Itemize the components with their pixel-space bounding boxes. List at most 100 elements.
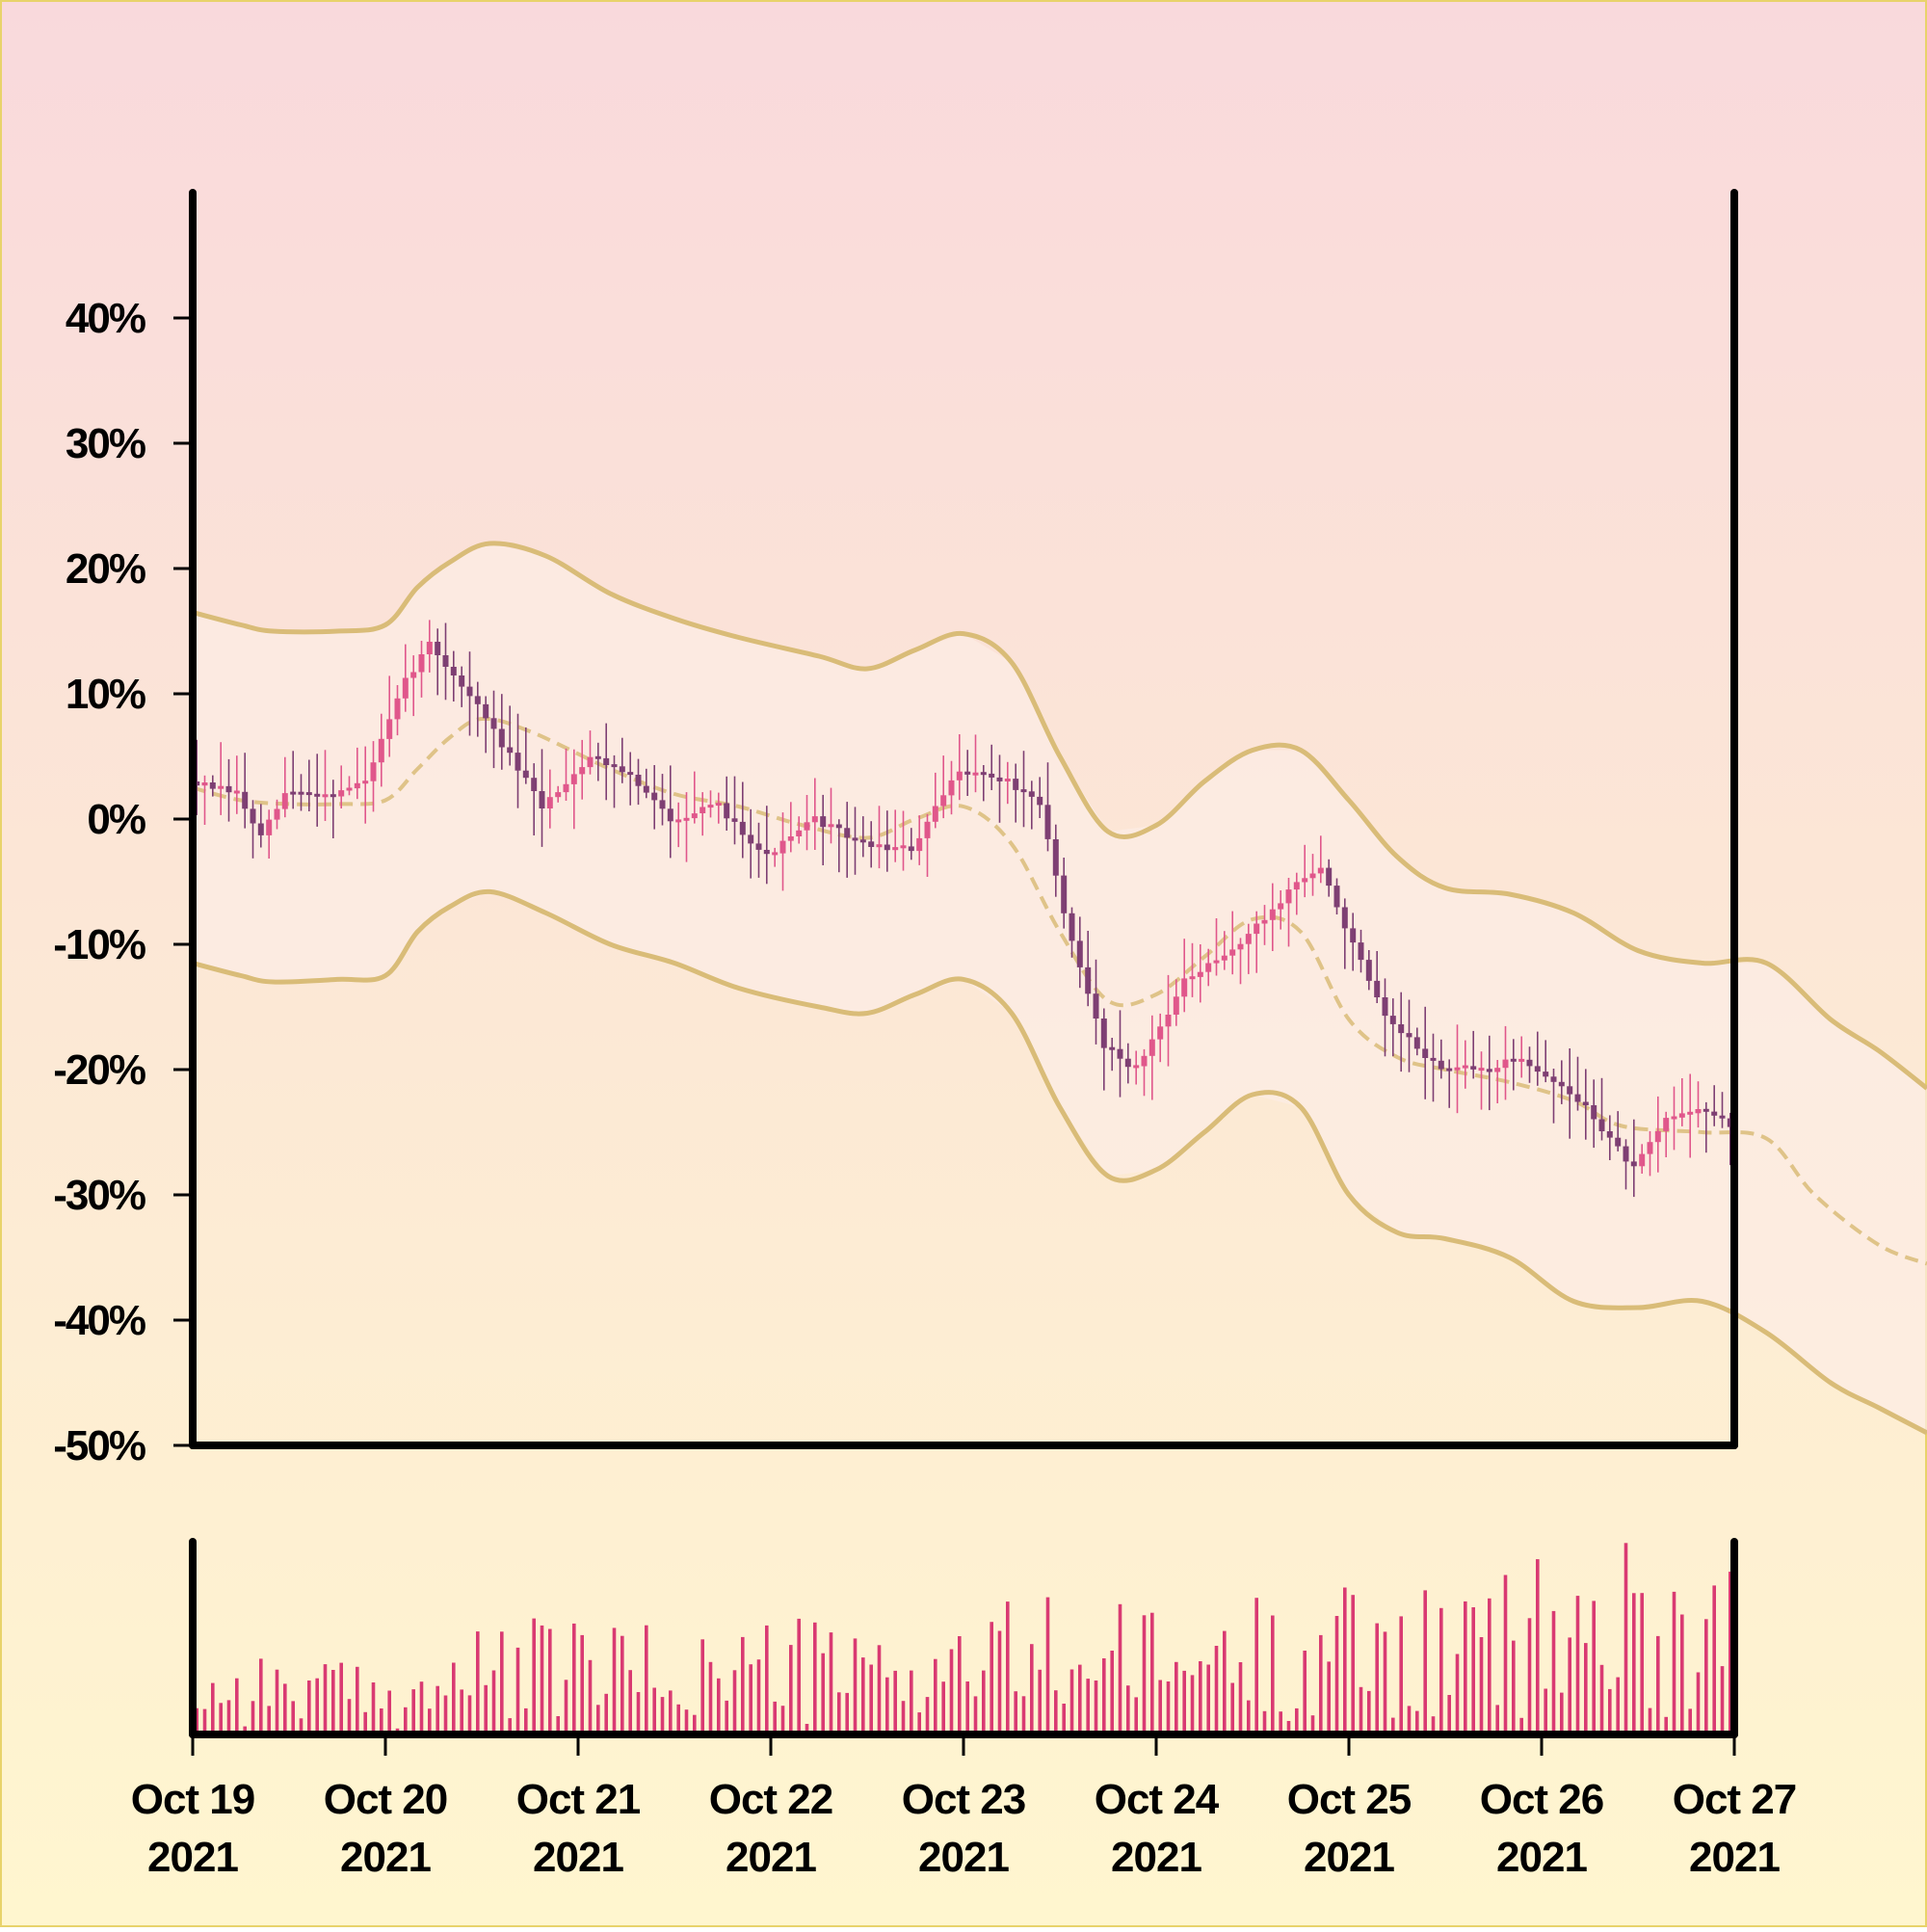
volume-bar — [1310, 1715, 1315, 1734]
x-tick-label-year: 2021 — [1496, 1834, 1587, 1881]
candle-body — [370, 762, 377, 781]
x-tick-label-date: Oct 24 — [1095, 1776, 1220, 1823]
candle-body — [1454, 1067, 1461, 1071]
candle-body — [667, 808, 673, 822]
candle-body — [1374, 980, 1381, 997]
candle-body — [715, 803, 722, 807]
candle-body — [194, 781, 200, 786]
candle-body — [1237, 943, 1244, 950]
volume-bar — [1254, 1598, 1258, 1734]
candle-body — [281, 793, 288, 809]
candle-body — [498, 728, 505, 748]
volume-bar — [1094, 1681, 1098, 1734]
x-axis-ticks: Oct 19 2021 Oct 20 2021 Oct 21 2021 Oct 22 2021… — [131, 1734, 1797, 1881]
x-tick-label-year: 2021 — [340, 1834, 431, 1881]
candle-body — [1076, 940, 1083, 967]
candle-body — [932, 806, 938, 822]
candle-body — [651, 792, 658, 801]
volume-bar — [532, 1618, 536, 1734]
x-tick-label-date: Oct 25 — [1287, 1776, 1412, 1823]
candle-body — [483, 703, 489, 719]
volume-bar — [1262, 1710, 1267, 1734]
volume-bar — [1632, 1593, 1636, 1734]
volume-bar — [1045, 1597, 1050, 1734]
volume-bar — [1238, 1662, 1243, 1734]
volume-bar — [443, 1695, 448, 1734]
candle-body — [852, 837, 858, 841]
volume-bar — [1575, 1596, 1580, 1734]
candle-body — [739, 821, 746, 835]
volume-bar — [363, 1711, 367, 1734]
candle-body — [731, 818, 738, 822]
volume-bar — [1102, 1658, 1106, 1734]
candle-body — [1037, 796, 1043, 806]
candle-body — [1687, 1111, 1694, 1115]
candle-body — [1574, 1094, 1581, 1102]
volume-bar — [1230, 1682, 1234, 1734]
volume-bar — [1455, 1654, 1460, 1734]
volume-bar — [1584, 1643, 1588, 1734]
candle-body — [1141, 1055, 1148, 1067]
axes — [189, 189, 1738, 1738]
volume-bar — [484, 1684, 488, 1734]
volume-bar — [829, 1632, 833, 1734]
candle-body — [386, 719, 393, 739]
candle-body — [635, 775, 642, 786]
volume-bar — [211, 1682, 215, 1734]
candle-body — [1526, 1059, 1533, 1067]
volume-bar — [1006, 1601, 1010, 1734]
volume-bar — [419, 1681, 424, 1734]
candle-body — [1510, 1058, 1517, 1062]
volume-bar — [315, 1678, 319, 1734]
candle-body — [900, 845, 907, 849]
candle-body — [876, 844, 883, 848]
candle-body — [916, 837, 923, 852]
candle-body — [1229, 949, 1236, 956]
volume-bar — [1399, 1616, 1403, 1734]
candle-body — [1711, 1111, 1718, 1116]
candle-body — [242, 791, 249, 809]
volume-bar — [540, 1625, 544, 1734]
volume-bar — [805, 1724, 809, 1734]
volume-bar — [773, 1701, 777, 1734]
volume-bar — [877, 1645, 882, 1734]
candle-body — [354, 782, 360, 789]
volume-bar — [1623, 1543, 1628, 1734]
candle-body — [611, 764, 618, 768]
volume-bar — [1495, 1705, 1499, 1734]
candle-body — [1534, 1066, 1541, 1072]
candle-body — [305, 792, 312, 796]
volume-bar — [885, 1677, 889, 1734]
candle-body — [892, 847, 899, 851]
candle-body — [619, 766, 625, 773]
candle-body — [1430, 1057, 1437, 1061]
volume-bar — [917, 1712, 921, 1734]
candle-body — [1543, 1072, 1549, 1077]
volume-bar — [684, 1709, 689, 1734]
y-tick-label: -10% — [53, 921, 145, 968]
candle-body — [1093, 993, 1099, 1019]
candle-body — [1221, 955, 1227, 961]
volume-bar — [1038, 1669, 1042, 1734]
volume-bar — [1359, 1686, 1363, 1734]
candle-body — [507, 747, 514, 754]
volume-bar — [845, 1692, 849, 1734]
volume-bar — [195, 1707, 198, 1734]
volume-bar — [1030, 1644, 1034, 1734]
volume-bar — [1512, 1640, 1516, 1734]
candle-body — [1085, 966, 1092, 994]
candle-body — [1470, 1066, 1477, 1070]
volume-bar — [1656, 1635, 1660, 1734]
volume-bar — [1423, 1590, 1427, 1734]
volume-bar — [636, 1692, 641, 1734]
volume-bar — [1343, 1587, 1347, 1734]
volume-bar — [700, 1639, 704, 1734]
candle-body — [218, 785, 224, 789]
candle-body — [804, 822, 810, 831]
y-tick-label: 0% — [87, 796, 145, 843]
candle-body — [908, 846, 914, 852]
volume-bar — [1199, 1661, 1202, 1734]
candle-body — [515, 753, 521, 771]
candle-body — [290, 791, 297, 795]
volume-bar — [1383, 1631, 1387, 1734]
